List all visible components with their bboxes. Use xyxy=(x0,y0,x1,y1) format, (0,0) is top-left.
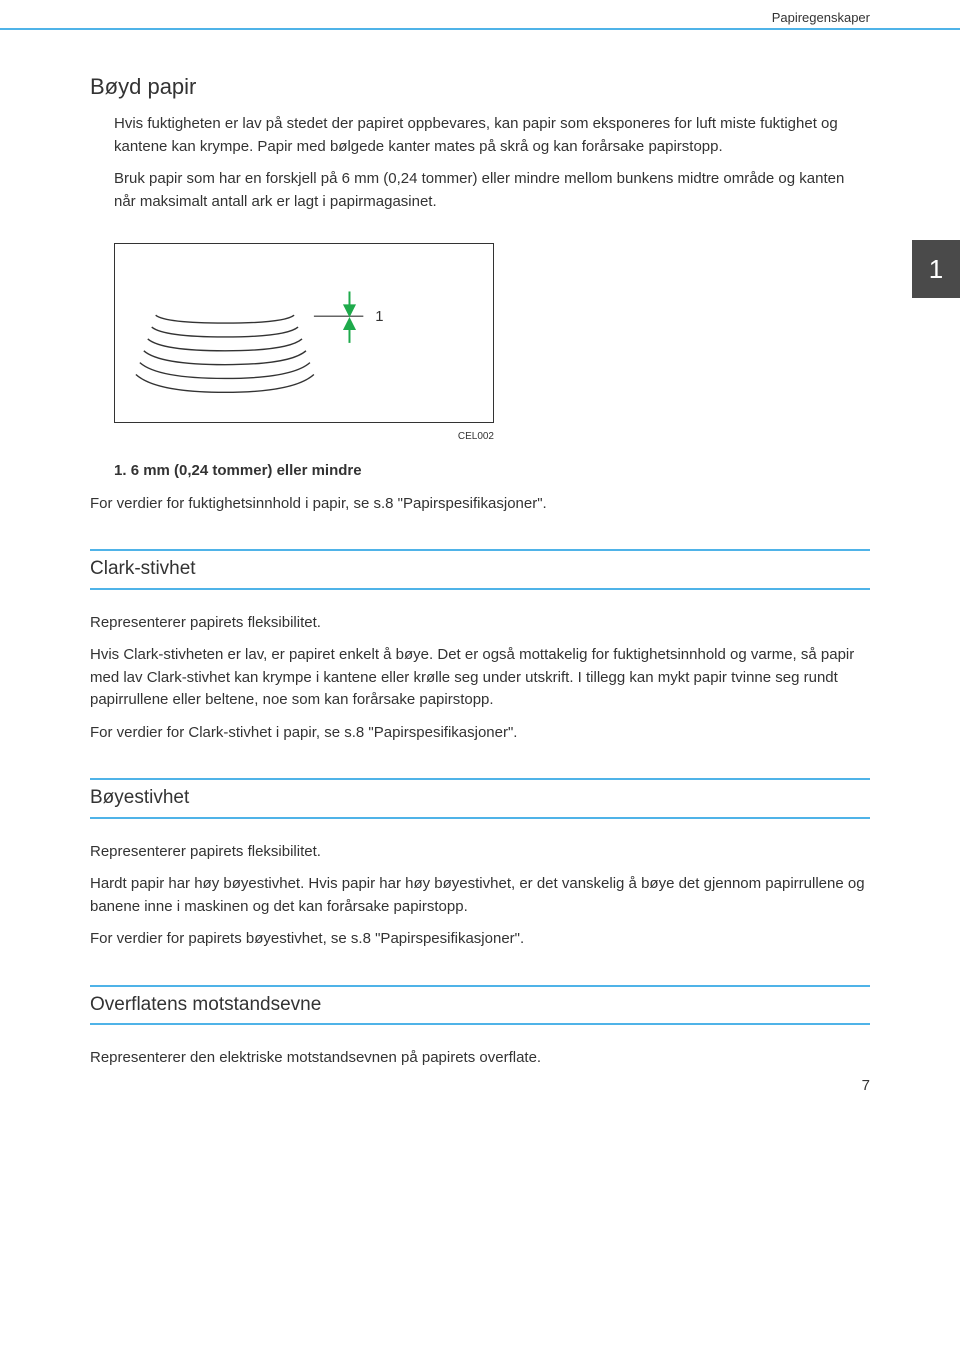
boyd-reference: For verdier for fuktighetsinnhold i papi… xyxy=(90,493,870,516)
diagram-legend: 1. 6 mm (0,24 tommer) eller mindre xyxy=(114,460,870,483)
clark-p1: Representerer papirets fleksibilitet. xyxy=(90,612,870,635)
boye-heading: Bøyestivhet xyxy=(90,778,870,819)
boyd-p1: Hvis fuktigheten er lav på stedet der pa… xyxy=(114,113,870,158)
clark-title: Clark-stivhet xyxy=(90,558,196,579)
boye-p1: Representerer papirets fleksibilitet. xyxy=(90,841,870,864)
clark-heading: Clark-stivhet xyxy=(90,549,870,590)
header-rule xyxy=(0,28,960,30)
chapter-number: 1 xyxy=(929,250,943,289)
boyd-papir-body: Hvis fuktigheten er lav på stedet der pa… xyxy=(114,113,870,213)
paper-stack-diagram: 1 xyxy=(114,243,494,423)
page-content: Bøyd papir Hvis fuktigheten er lav på st… xyxy=(90,70,870,1070)
chapter-tab: 1 xyxy=(912,240,960,298)
overflate-title: Overflatens motstandsevne xyxy=(90,994,321,1015)
svg-text:1: 1 xyxy=(375,309,383,325)
boye-p2: Hardt papir har høy bøyestivhet. Hvis pa… xyxy=(90,873,870,918)
overflate-heading: Overflatens motstandsevne xyxy=(90,985,870,1026)
header-section-name: Papiregenskaper xyxy=(772,8,870,28)
boyd-p2: Bruk papir som har en forskjell på 6 mm … xyxy=(114,168,870,213)
legend-text: 6 mm (0,24 tommer) eller mindre xyxy=(131,462,362,479)
boyd-papir-title: Bøyd papir xyxy=(90,70,870,103)
boye-title: Bøyestivhet xyxy=(90,787,189,808)
clark-p3: For verdier for Clark-stivhet i papir, s… xyxy=(90,722,870,745)
legend-number: 1. xyxy=(114,462,127,479)
page-number: 7 xyxy=(862,1075,870,1098)
boye-p3: For verdier for papirets bøyestivhet, se… xyxy=(90,928,870,951)
diagram-code: CEL002 xyxy=(114,429,494,444)
overflate-p1: Representerer den elektriske motstandsev… xyxy=(90,1047,870,1070)
clark-p2: Hvis Clark-stivheten er lav, er papiret … xyxy=(90,644,870,712)
